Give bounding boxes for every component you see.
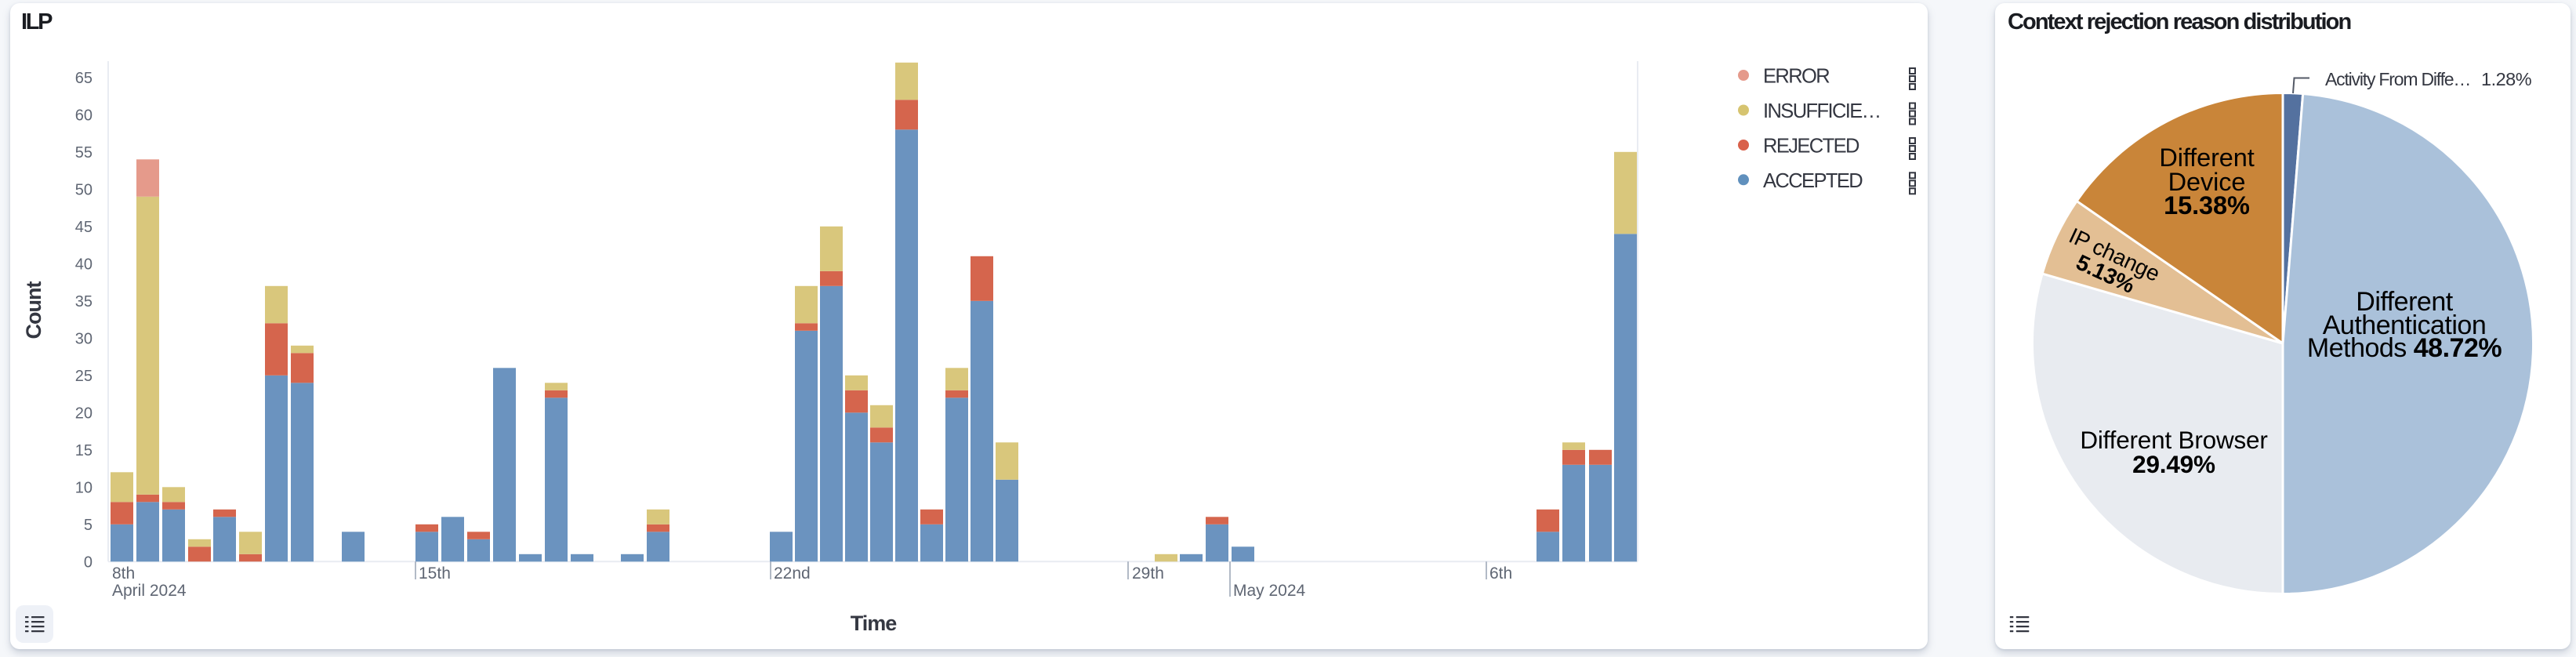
svg-text:55: 55 bbox=[75, 144, 93, 162]
svg-text:May 2024: May 2024 bbox=[1233, 582, 1306, 600]
svg-text:15th: 15th bbox=[419, 564, 451, 583]
svg-text:5: 5 bbox=[84, 517, 93, 534]
svg-text:45: 45 bbox=[75, 219, 93, 236]
svg-text:ERROR: ERROR bbox=[1763, 66, 1830, 88]
svg-text:8th: 8th bbox=[112, 564, 135, 583]
svg-text:20: 20 bbox=[75, 405, 93, 423]
svg-text:INSUFFICIE…: INSUFFICIE… bbox=[1763, 100, 1881, 122]
svg-text:25: 25 bbox=[75, 368, 93, 385]
svg-text:April 2024: April 2024 bbox=[112, 582, 187, 600]
svg-text:10: 10 bbox=[75, 480, 93, 497]
svg-text:6th: 6th bbox=[1489, 564, 1512, 583]
svg-text:0: 0 bbox=[84, 554, 93, 572]
svg-text:29th: 29th bbox=[1132, 564, 1164, 583]
svg-text:60: 60 bbox=[75, 107, 93, 125]
svg-text:ACCEPTED: ACCEPTED bbox=[1763, 170, 1863, 192]
svg-text:Time: Time bbox=[851, 612, 898, 635]
svg-text:40: 40 bbox=[75, 256, 93, 274]
svg-text:REJECTED: REJECTED bbox=[1763, 136, 1859, 158]
svg-text:65: 65 bbox=[75, 70, 93, 87]
svg-text:15: 15 bbox=[75, 442, 93, 459]
svg-text:35: 35 bbox=[75, 293, 93, 310]
svg-text:30: 30 bbox=[75, 331, 93, 348]
svg-text:22nd: 22nd bbox=[774, 564, 811, 583]
svg-text:Count: Count bbox=[22, 281, 45, 339]
svg-text:50: 50 bbox=[75, 182, 93, 199]
